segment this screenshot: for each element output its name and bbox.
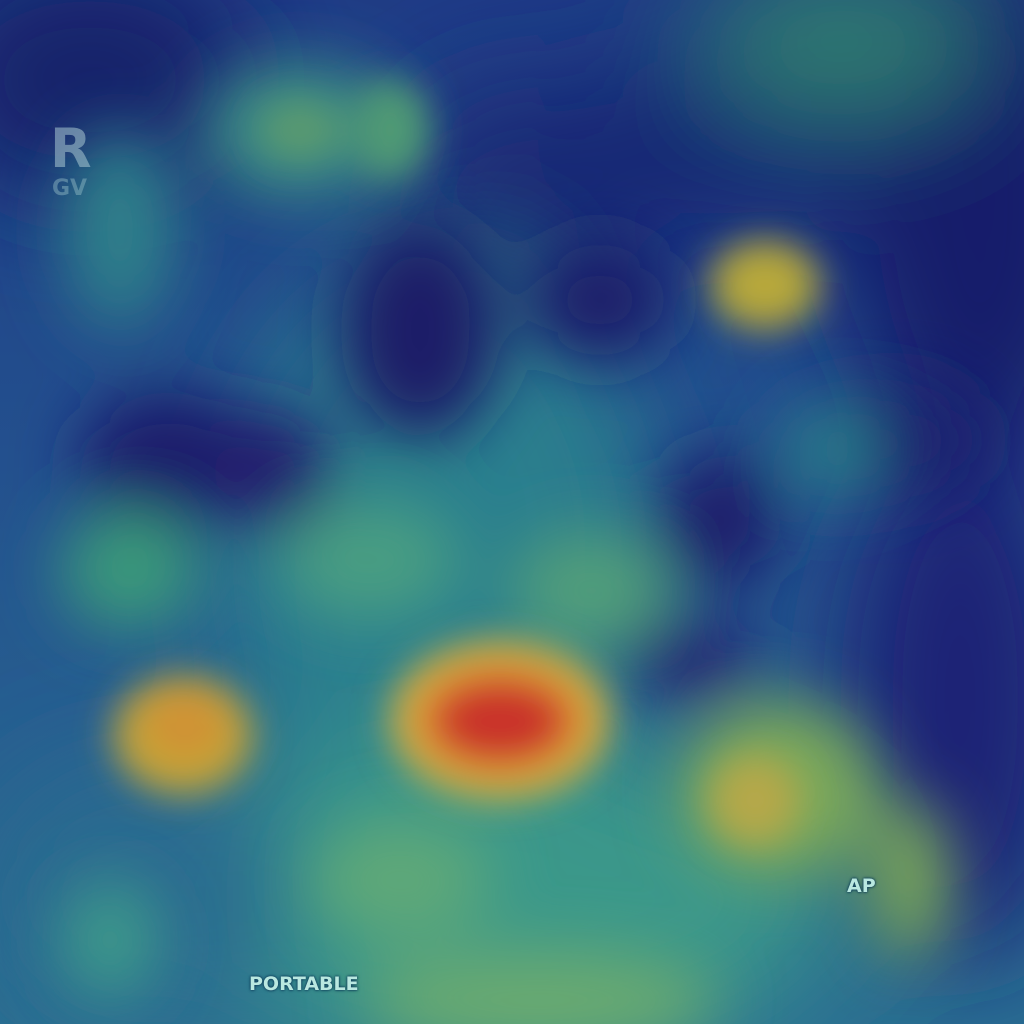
- technique-label: PORTABLE: [249, 973, 359, 995]
- side-marker-initials: GV: [52, 176, 88, 201]
- projection-label: AP: [847, 875, 876, 897]
- side-marker: R: [50, 117, 92, 180]
